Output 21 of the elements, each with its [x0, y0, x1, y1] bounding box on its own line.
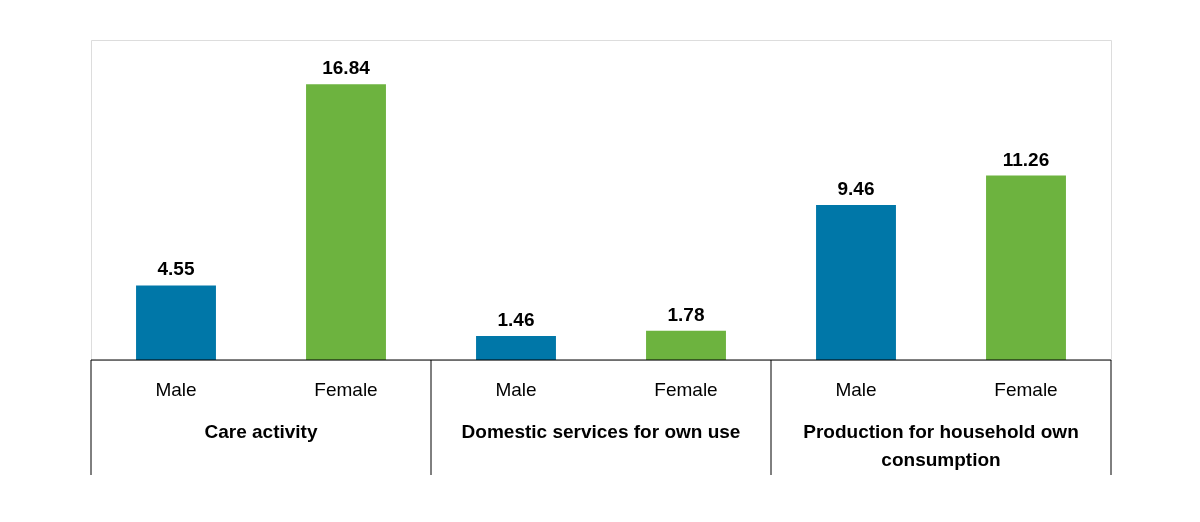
bar — [816, 205, 896, 360]
data-label: 4.55 — [157, 258, 195, 280]
text: Male — [495, 379, 537, 400]
data-label: 16.84 — [322, 57, 371, 79]
bar — [306, 84, 386, 360]
data-label: 1.78 — [667, 303, 705, 325]
bar — [986, 175, 1066, 360]
text: Female — [654, 379, 718, 400]
x-tick-label: Domestic services for own use — [461, 421, 741, 442]
bar — [136, 285, 216, 360]
data-label: 11.26 — [1002, 148, 1050, 170]
series-label: Female — [314, 379, 378, 400]
series-label: Male — [155, 379, 197, 400]
bar — [476, 336, 556, 360]
data-label: 1.46 — [497, 309, 535, 331]
x-tick-label: Production for household own consumption — [803, 421, 1079, 470]
bar — [646, 330, 726, 360]
text: Female — [994, 379, 1058, 400]
text: Male — [835, 379, 877, 400]
data-label: 9.46 — [837, 178, 875, 200]
x-tick-label: Care activity — [204, 421, 318, 442]
